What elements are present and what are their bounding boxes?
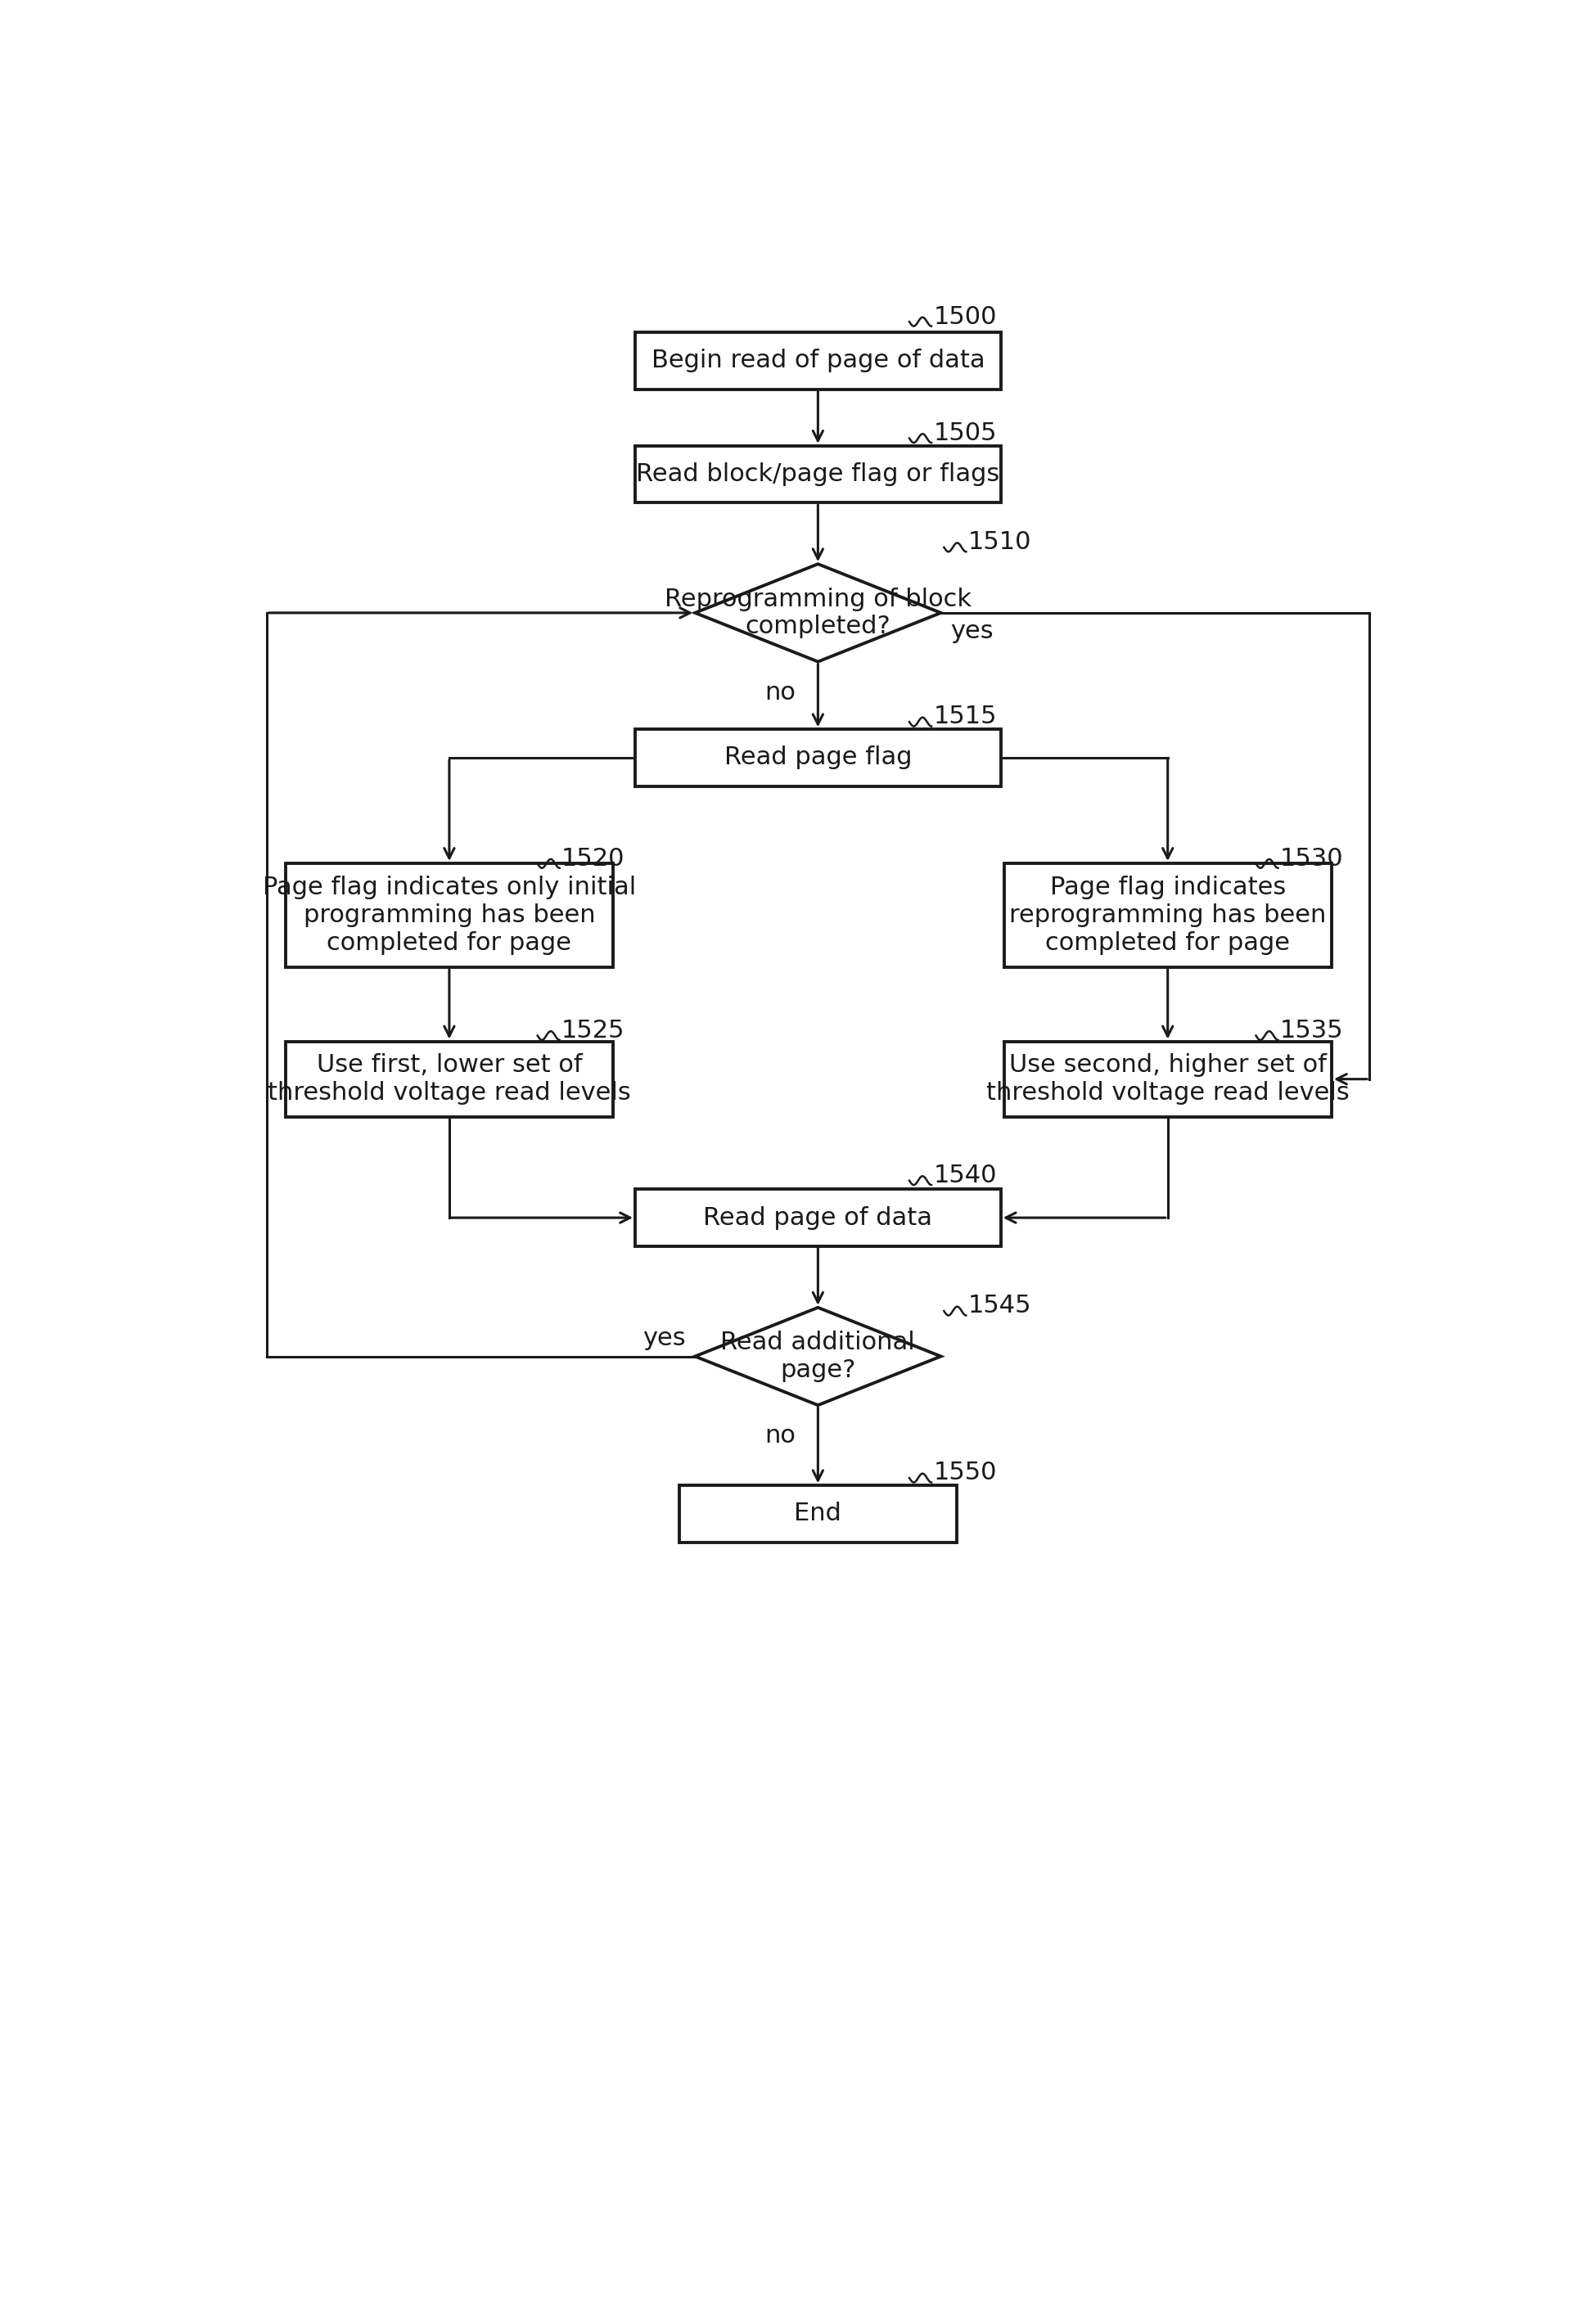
Text: yes: yes xyxy=(643,1327,686,1350)
Text: 1515: 1515 xyxy=(934,704,998,730)
Polygon shape xyxy=(696,1308,942,1406)
FancyBboxPatch shape xyxy=(286,1041,613,1118)
Text: Read additional
page?: Read additional page? xyxy=(721,1332,915,1383)
Text: 1500: 1500 xyxy=(934,304,998,328)
Text: Use first, lower set of
threshold voltage read levels: Use first, lower set of threshold voltag… xyxy=(268,1053,630,1104)
FancyBboxPatch shape xyxy=(1004,1041,1331,1118)
Text: 1510: 1510 xyxy=(967,530,1031,553)
Text: Page flag indicates only initial
programming has been
completed for page: Page flag indicates only initial program… xyxy=(263,876,635,955)
Text: Page flag indicates
reprogramming has been
completed for page: Page flag indicates reprogramming has be… xyxy=(1009,876,1326,955)
Text: Begin read of page of data: Begin read of page of data xyxy=(651,349,985,372)
Text: 1545: 1545 xyxy=(967,1294,1031,1318)
FancyBboxPatch shape xyxy=(635,730,1001,786)
Text: 1535: 1535 xyxy=(1280,1018,1344,1043)
Text: Reprogramming of block
completed?: Reprogramming of block completed? xyxy=(664,588,972,639)
Text: 1520: 1520 xyxy=(562,846,626,872)
Text: 1540: 1540 xyxy=(934,1164,998,1188)
Text: Use second, higher set of
threshold voltage read levels: Use second, higher set of threshold volt… xyxy=(986,1053,1349,1104)
Polygon shape xyxy=(696,565,942,662)
FancyBboxPatch shape xyxy=(635,446,1001,502)
Text: Read block/page flag or flags: Read block/page flag or flags xyxy=(637,462,999,486)
FancyBboxPatch shape xyxy=(286,862,613,967)
Text: End: End xyxy=(795,1501,841,1527)
FancyBboxPatch shape xyxy=(635,1190,1001,1246)
FancyBboxPatch shape xyxy=(1004,862,1331,967)
Text: Read page flag: Read page flag xyxy=(725,746,911,769)
Text: Read page of data: Read page of data xyxy=(704,1206,932,1229)
Text: 1530: 1530 xyxy=(1280,846,1344,872)
Text: 1525: 1525 xyxy=(562,1018,626,1043)
FancyBboxPatch shape xyxy=(680,1485,956,1543)
FancyBboxPatch shape xyxy=(635,332,1001,388)
Text: no: no xyxy=(764,1425,796,1448)
Text: yes: yes xyxy=(950,618,993,644)
Text: no: no xyxy=(764,681,796,704)
Text: 1550: 1550 xyxy=(934,1462,998,1485)
Text: 1505: 1505 xyxy=(934,421,998,446)
